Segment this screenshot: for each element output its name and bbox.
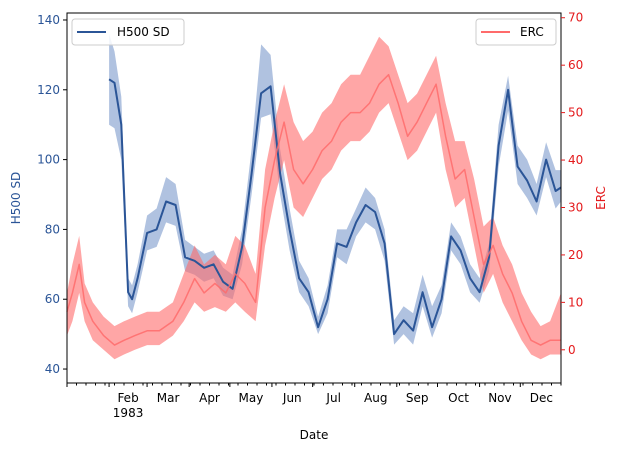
erc-band [67,36,561,360]
y-left-tick-label: 120 [37,83,60,97]
x-tick-label: Aug [364,391,387,405]
y-right-tick-label: 50 [568,106,583,120]
y-axis-left: 40 60 80 100 120 140 [37,13,67,376]
x-tick-label: Apr [199,391,220,405]
legend-erc: ERC [475,18,557,46]
y-right-tick-label: 70 [568,11,583,25]
x-tick-label: Oct [448,391,469,405]
y-left-tick-label: 140 [37,13,60,27]
x-tick-label: May [238,391,263,405]
legend-box [71,18,185,46]
y-axis-right: 0 10 20 30 40 50 60 70 [561,11,583,357]
y-right-tick-label: 0 [568,343,576,357]
legend-h500-sd: H500 SD [71,18,185,46]
x-tick-label: Feb [117,391,138,405]
y-right-tick-label: 60 [568,58,583,72]
legend-label-h500-sd: H500 SD [117,25,170,39]
x-year-label: 1983 [113,406,144,420]
h500-sd-line [108,78,562,336]
x-tick-label: Mar [157,391,180,405]
y-left-tick-label: 100 [37,153,60,167]
y-right-tick-label: 30 [568,200,583,214]
x-tick-label: Jul [325,391,340,405]
x-axis: Feb Mar Apr May Jun Jul Aug Sep Oct Nov Dec [66,383,562,405]
y-right-tick-label: 20 [568,248,583,262]
x-axis-label: Date [300,428,329,442]
x-tick-label: Sep [406,391,429,405]
x-tick-label: Jun [282,391,302,405]
y-axis-right-label: ERC [594,186,608,210]
y-right-tick-label: 10 [568,295,583,309]
erc-line [66,73,561,346]
y-axis-left-label: H500 SD [9,172,23,225]
y-left-tick-label: 40 [45,362,60,376]
x-tick-label: Nov [488,391,511,405]
x-tick-label: Dec [530,391,553,405]
series-lines [66,73,562,346]
y-left-tick-label: 60 [45,292,60,306]
y-left-tick-label: 80 [45,222,60,236]
legend-box [475,18,557,46]
legend-label-erc: ERC [520,25,544,39]
y-right-tick-label: 40 [568,153,583,167]
erc-band-group [67,36,561,360]
